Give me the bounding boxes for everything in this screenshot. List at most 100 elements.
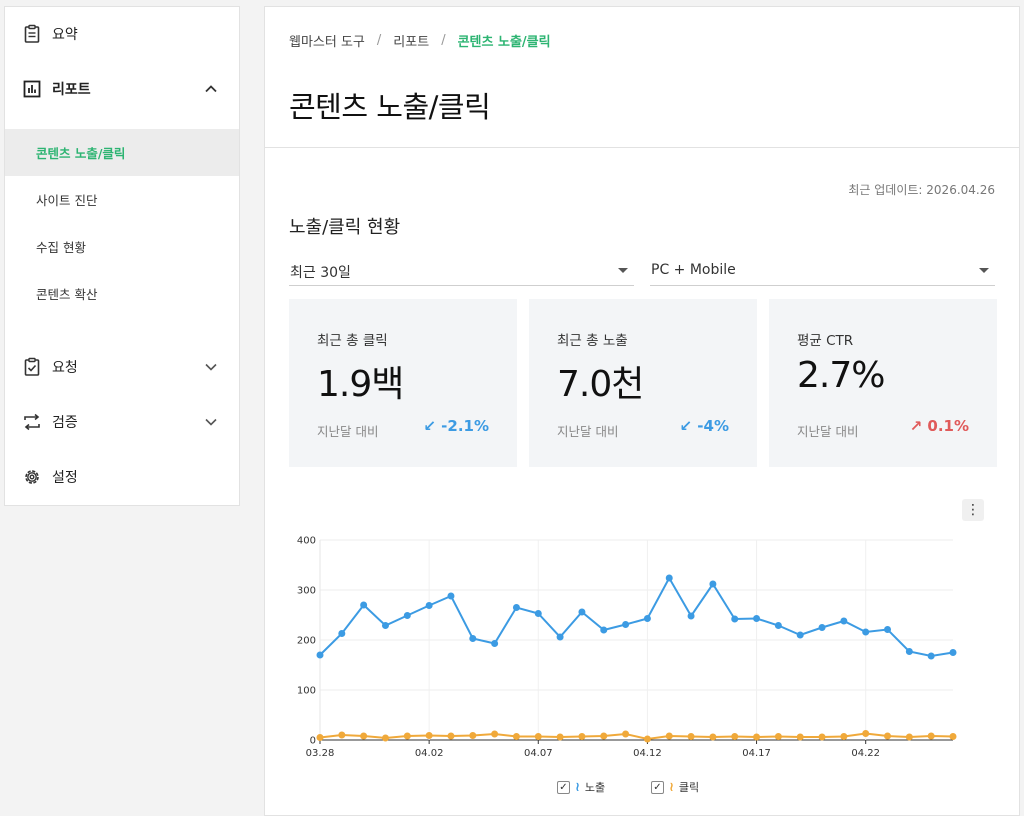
stat-card-clicks: 최근 총 클릭 1.9백 지난달 대비 ↙ -2.1% xyxy=(289,299,517,467)
last-updated: 최근 업데이트: 2026.04.26 xyxy=(848,183,995,197)
nav-item-verify[interactable]: 검증 xyxy=(5,402,239,442)
data-point xyxy=(753,733,761,741)
data-point xyxy=(316,734,324,741)
checkbox-checked-icon[interactable]: ✓ xyxy=(651,780,664,794)
x-tick-label: 04.12 xyxy=(633,748,662,759)
device-select-value: PC + Mobile xyxy=(651,262,736,278)
data-point xyxy=(622,621,630,628)
sub-label: 콘텐츠 확산 xyxy=(36,287,98,302)
nav-item-summary[interactable]: 요약 xyxy=(5,14,239,54)
nav-item-request[interactable]: 요청 xyxy=(5,347,239,387)
data-point xyxy=(884,626,892,633)
data-point xyxy=(622,730,630,738)
data-point xyxy=(360,601,368,609)
breadcrumb-item-report[interactable]: 리포트 xyxy=(393,35,430,50)
data-point xyxy=(643,615,651,622)
data-point xyxy=(949,733,957,740)
stat-label: 최근 총 노출 xyxy=(557,333,628,349)
stat-compare-label: 지난달 대비 xyxy=(317,424,379,439)
stat-change: ↙ -4% xyxy=(679,417,729,435)
data-point xyxy=(425,732,433,739)
legend-label: 노출 xyxy=(584,781,606,794)
data-point xyxy=(665,732,673,740)
data-point xyxy=(731,615,739,623)
data-point xyxy=(687,612,695,620)
nav-label-report: 리포트 xyxy=(52,82,91,98)
chart-menu-button[interactable]: ⋮ xyxy=(962,499,984,521)
data-point xyxy=(774,733,782,740)
period-select-value: 최근 30일 xyxy=(290,265,351,281)
data-point xyxy=(360,732,368,740)
breadcrumb-item-webmaster[interactable]: 웹마스터 도구 xyxy=(289,35,365,50)
sidebar-sub-content-spread[interactable]: 콘텐츠 확산 xyxy=(5,270,239,317)
data-point xyxy=(731,733,739,740)
period-select[interactable]: 최근 30일 xyxy=(289,254,634,286)
sidebar-sub-site-diagnosis[interactable]: 사이트 진단 xyxy=(5,176,239,223)
clipboard-check-icon xyxy=(24,357,40,376)
sidebar-sub-content-exposure[interactable]: 콘텐츠 노출/클릭 xyxy=(5,129,239,176)
data-point xyxy=(796,733,804,741)
repeat-icon xyxy=(24,413,40,431)
stat-card-impressions: 최근 총 노출 7.0천 지난달 대비 ↙ -4% xyxy=(529,299,757,467)
data-point xyxy=(774,622,782,629)
chevron-down-icon[interactable] xyxy=(204,360,218,374)
legend-item-impressions[interactable]: ✓ ≀ 노출 xyxy=(557,779,605,795)
data-point xyxy=(600,626,608,634)
data-point xyxy=(491,640,499,647)
caret-down-icon xyxy=(979,268,989,273)
stat-compare-label: 지난달 대비 xyxy=(797,424,859,439)
stat-value: 1.9백 xyxy=(317,364,404,405)
caret-down-icon xyxy=(618,268,628,273)
sub-label: 사이트 진단 xyxy=(36,193,98,208)
data-point xyxy=(905,648,913,655)
data-point xyxy=(512,604,520,611)
series-line xyxy=(319,575,954,658)
data-point xyxy=(840,733,848,740)
data-point xyxy=(316,651,324,659)
series-swatch-icon: ≀ xyxy=(669,779,674,795)
device-select[interactable]: PC + Mobile xyxy=(650,254,995,286)
sidebar: 요약 리포트 콘텐츠 노출/클릭 사이트 진단 수집 현황 콘텐츠 확산 요청 … xyxy=(4,6,240,506)
breadcrumb-item-current: 콘텐츠 노출/클릭 xyxy=(457,35,551,50)
stat-label: 평균 CTR xyxy=(797,333,854,349)
series-swatch-icon: ≀ xyxy=(575,779,580,795)
bar-chart-icon xyxy=(23,80,41,98)
data-point xyxy=(709,733,717,741)
nav-label-settings: 설정 xyxy=(52,470,78,486)
nav-label-verify: 검증 xyxy=(52,415,78,431)
header-divider xyxy=(265,147,1019,148)
stat-compare-label: 지난달 대비 xyxy=(557,424,619,439)
checkbox-checked-icon[interactable]: ✓ xyxy=(557,780,570,794)
sub-label: 콘텐츠 노출/클릭 xyxy=(36,146,126,161)
data-point xyxy=(665,574,673,582)
data-point xyxy=(578,608,586,616)
data-point xyxy=(949,649,957,656)
x-tick-label: 03.28 xyxy=(306,748,335,759)
gear-icon xyxy=(25,470,39,484)
legend-item-clicks[interactable]: ✓ ≀ 클릭 xyxy=(651,779,699,795)
nav-item-report[interactable]: 리포트 xyxy=(5,69,239,109)
data-point xyxy=(643,735,651,743)
stat-change: ↗ 0.1% xyxy=(909,417,969,435)
data-point xyxy=(840,617,848,625)
chevron-down-icon[interactable] xyxy=(204,415,218,429)
data-point xyxy=(862,628,870,636)
data-point xyxy=(534,733,542,740)
stat-label: 최근 총 클릭 xyxy=(317,333,388,349)
data-point xyxy=(403,732,411,740)
sidebar-sub-collection-status[interactable]: 수집 현황 xyxy=(5,223,239,270)
nav-item-settings[interactable]: 설정 xyxy=(5,457,239,497)
stat-value: 7.0천 xyxy=(557,364,644,405)
data-point xyxy=(578,733,586,740)
chevron-up-icon[interactable] xyxy=(204,82,218,96)
more-vertical-icon: ⋮ xyxy=(966,502,980,518)
sub-label: 수집 현황 xyxy=(36,240,86,255)
data-point xyxy=(469,635,477,642)
section-title: 노출/클릭 현황 xyxy=(289,217,401,238)
data-point xyxy=(403,612,411,619)
data-point xyxy=(862,730,870,737)
data-point xyxy=(469,732,477,739)
y-tick-label: 300 xyxy=(297,586,316,597)
y-tick-label: 0 xyxy=(310,736,316,747)
data-point xyxy=(556,633,564,641)
